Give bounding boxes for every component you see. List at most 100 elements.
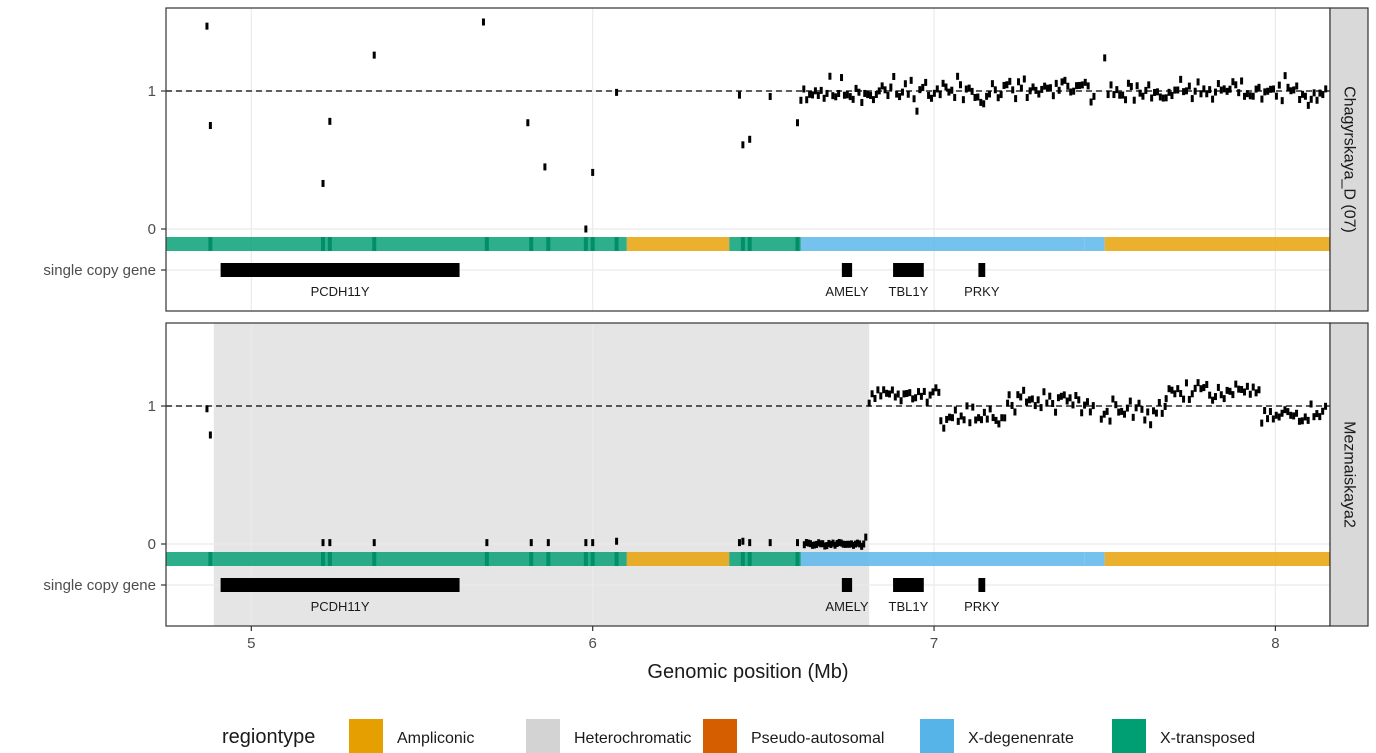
data-point bbox=[996, 94, 1000, 102]
data-point bbox=[1132, 96, 1136, 104]
data-point bbox=[1297, 417, 1301, 425]
data-point bbox=[864, 533, 868, 541]
gene-label: PRKY bbox=[964, 284, 1000, 299]
data-point bbox=[1216, 80, 1220, 88]
data-point bbox=[934, 384, 938, 392]
data-point bbox=[893, 393, 897, 401]
data-point bbox=[879, 392, 883, 400]
data-point bbox=[819, 86, 823, 94]
data-point bbox=[1013, 408, 1017, 416]
region-mark bbox=[614, 237, 619, 251]
data-point bbox=[828, 72, 832, 80]
data-point bbox=[1277, 81, 1281, 89]
legend: regiontype Ampliconic Heterochromatic Pseu… bbox=[222, 719, 1255, 753]
data-point bbox=[1257, 83, 1261, 91]
data-point bbox=[819, 540, 823, 548]
data-point bbox=[876, 386, 880, 394]
data-point bbox=[925, 398, 929, 406]
data-point bbox=[1043, 82, 1047, 90]
region-segment bbox=[729, 552, 801, 566]
gene-bar bbox=[841, 263, 853, 277]
data-point bbox=[1031, 83, 1035, 91]
data-point bbox=[1037, 90, 1041, 98]
data-point bbox=[1072, 87, 1076, 95]
data-point bbox=[1033, 402, 1037, 410]
data-point bbox=[321, 539, 325, 547]
data-point bbox=[1184, 87, 1188, 95]
data-point bbox=[1254, 389, 1258, 397]
data-point bbox=[1309, 400, 1313, 408]
data-point bbox=[1240, 77, 1244, 85]
facet-strip bbox=[1329, 322, 1369, 627]
x-tick-label: 6 bbox=[589, 635, 597, 652]
data-point bbox=[990, 80, 994, 88]
facet-strip-label: Chagyrskaya_D (07) bbox=[1341, 86, 1358, 233]
data-point bbox=[1254, 85, 1258, 93]
data-point bbox=[887, 390, 891, 398]
region-mark bbox=[614, 552, 619, 566]
region-mark bbox=[590, 552, 595, 566]
data-point bbox=[1263, 88, 1267, 96]
data-point bbox=[1303, 413, 1307, 421]
data-point bbox=[805, 96, 809, 104]
data-point bbox=[208, 431, 212, 439]
data-point bbox=[1118, 91, 1122, 99]
data-point bbox=[1205, 380, 1209, 388]
data-point bbox=[1080, 409, 1084, 417]
data-point bbox=[945, 415, 949, 423]
data-point bbox=[1065, 397, 1069, 405]
data-point bbox=[889, 83, 893, 91]
data-point bbox=[1283, 72, 1287, 80]
data-point bbox=[806, 539, 810, 547]
data-point bbox=[1034, 86, 1038, 94]
data-point bbox=[1099, 415, 1103, 423]
region-mark bbox=[484, 237, 489, 251]
data-point bbox=[1025, 398, 1029, 406]
data-point bbox=[1211, 396, 1215, 404]
facet-panel: PCDH11Y AMELY TBL1Y PRKY Mezmaiskaya2 0 1 singl… bbox=[43, 322, 1369, 627]
data-point bbox=[902, 390, 906, 398]
data-point bbox=[956, 417, 960, 425]
data-point bbox=[1306, 416, 1310, 424]
data-point bbox=[979, 416, 983, 424]
data-point bbox=[1167, 88, 1171, 96]
data-point bbox=[827, 539, 831, 547]
data-point bbox=[1036, 396, 1040, 404]
data-point bbox=[1028, 87, 1032, 95]
data-point bbox=[1106, 91, 1110, 99]
data-point bbox=[909, 76, 913, 84]
data-point bbox=[1315, 96, 1319, 104]
data-point bbox=[1062, 391, 1066, 399]
data-point bbox=[795, 539, 799, 547]
data-point bbox=[970, 87, 974, 95]
data-point bbox=[1125, 404, 1129, 412]
data-point bbox=[1251, 92, 1255, 100]
data-point bbox=[737, 539, 741, 547]
data-point bbox=[799, 96, 803, 104]
data-point bbox=[1056, 394, 1060, 402]
legend-key bbox=[920, 719, 954, 753]
data-point bbox=[851, 95, 855, 103]
data-point bbox=[1153, 88, 1157, 96]
data-point bbox=[1213, 393, 1217, 401]
region-segment bbox=[626, 552, 730, 566]
data-point bbox=[1019, 84, 1023, 92]
data-point bbox=[1014, 95, 1018, 103]
data-point bbox=[1315, 410, 1319, 418]
data-point bbox=[1155, 88, 1159, 96]
data-point bbox=[890, 386, 894, 394]
data-point bbox=[1120, 407, 1124, 415]
data-point bbox=[1306, 101, 1310, 109]
region-mark bbox=[546, 552, 551, 566]
region-segment bbox=[1084, 237, 1105, 251]
data-point bbox=[1128, 397, 1132, 405]
data-point bbox=[1147, 81, 1151, 89]
data-point bbox=[1176, 385, 1180, 393]
region-band bbox=[166, 552, 1330, 566]
data-point bbox=[1158, 93, 1162, 101]
data-point bbox=[982, 408, 986, 416]
data-point bbox=[1182, 395, 1186, 403]
x-tick-label: 7 bbox=[930, 635, 938, 652]
data-point bbox=[959, 412, 963, 420]
data-point bbox=[840, 74, 844, 82]
